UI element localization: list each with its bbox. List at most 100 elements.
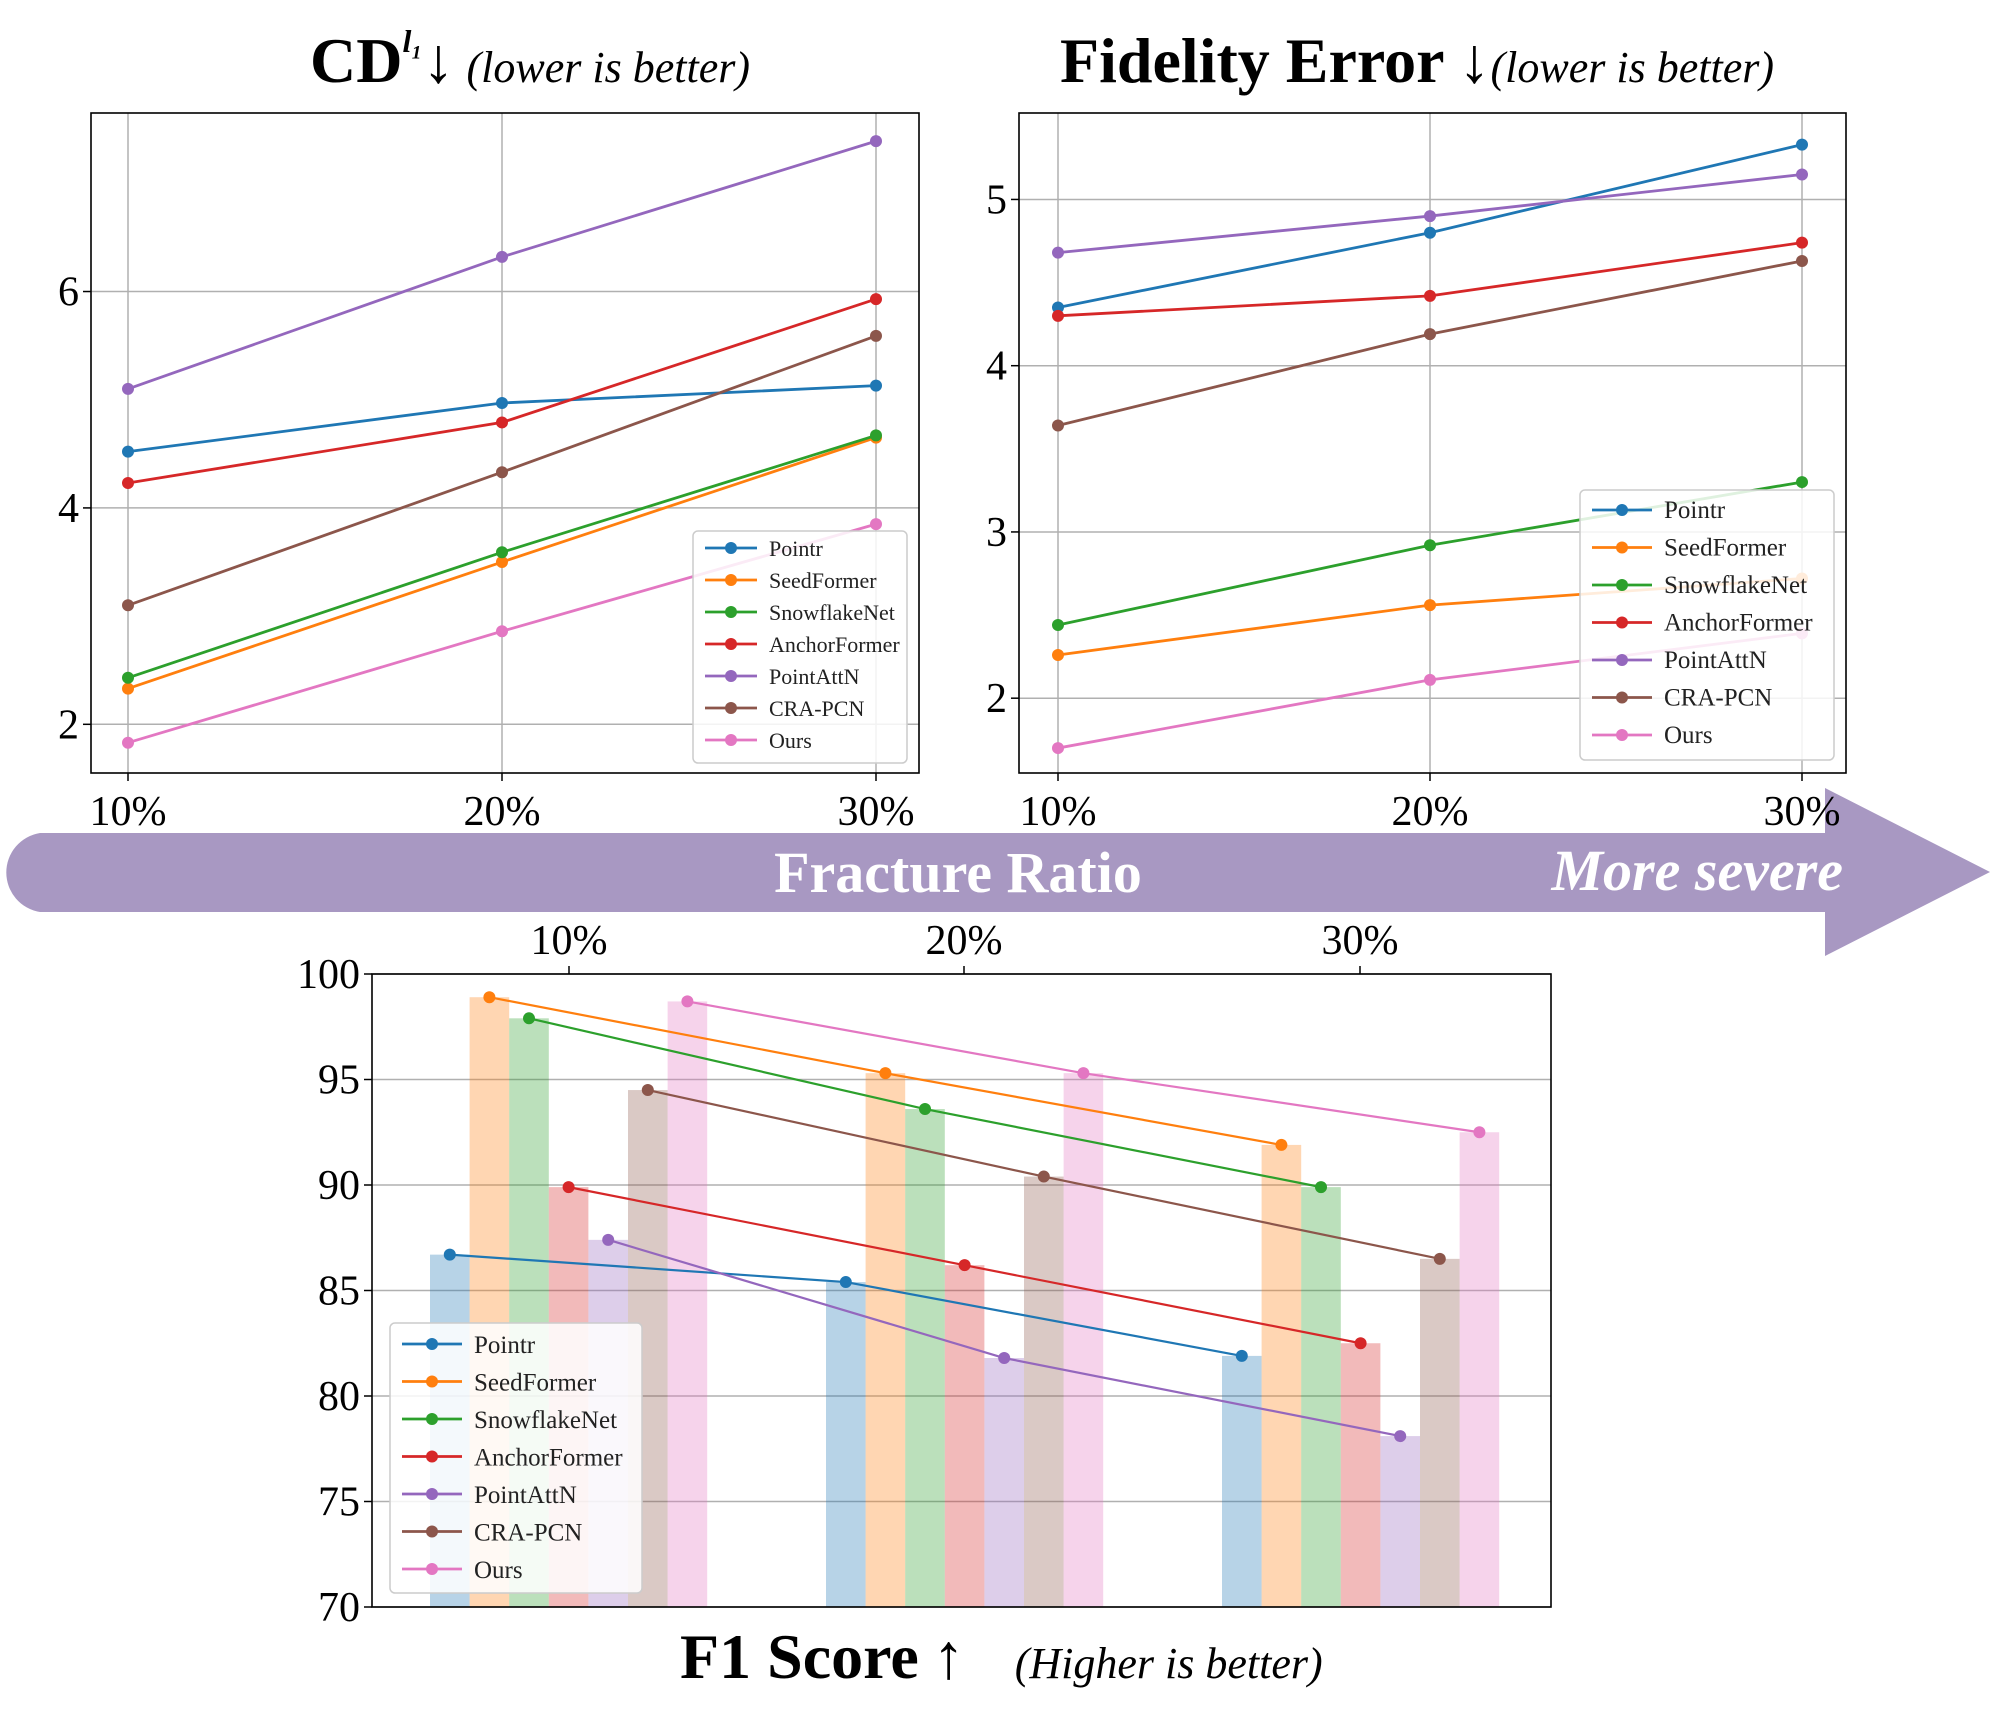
x-tick-label: 20% [1392, 789, 1469, 835]
arrow-label: Fracture Ratio [774, 840, 1142, 905]
legend-label-pointr: Pointr [1664, 497, 1726, 524]
legend-label-pointr: Pointr [474, 1332, 536, 1359]
y-tick-label: 80 [318, 1374, 360, 1420]
x-tick-label: 30% [1764, 789, 1841, 835]
data-point-cra-pcn [641, 1084, 654, 1097]
data-point-anchorformer [958, 1259, 971, 1272]
y-tick-label: 90 [318, 1163, 360, 1209]
legend-marker [725, 734, 737, 746]
data-point-pointr [443, 1248, 456, 1261]
y-tick-label: 2 [986, 676, 1007, 722]
legend-marker [1616, 654, 1628, 666]
x-tick-label: 10% [90, 789, 167, 835]
data-point-cra-pcn [1037, 1170, 1050, 1183]
legend-marker [1616, 504, 1628, 516]
legend-marker [725, 702, 737, 714]
data-point-seedformer [879, 1067, 892, 1080]
data-point-pointr [1235, 1349, 1248, 1362]
legend-marker [426, 1338, 438, 1350]
bar-pointattn [984, 1358, 1024, 1607]
x-tick-label: 30% [838, 789, 915, 835]
data-point-anchorformer [1052, 309, 1064, 322]
arrow-severity-label: More severe [1550, 838, 1843, 903]
data-point-pointattn [1796, 168, 1808, 181]
data-point-pointattn [496, 250, 508, 263]
legend-marker [426, 1525, 438, 1538]
data-point-ours [122, 736, 134, 749]
legend-marker [1616, 616, 1628, 629]
x-tick-label: 10% [531, 918, 608, 964]
data-point-snowflakenet [870, 429, 882, 442]
fidelity-title: Fidelity Error ↓(lower is better) [1060, 25, 1774, 96]
data-point-pointr [122, 445, 134, 458]
legend-marker [426, 1413, 438, 1425]
bar-seedformer [1261, 1144, 1302, 1607]
data-point-pointr [870, 379, 882, 392]
legend-label-pointr: Pointr [769, 536, 823, 561]
plot-frame [1018, 112, 1847, 774]
bar-snowflakenet [905, 1109, 945, 1607]
legend-label-anchorformer: AnchorFormer [769, 632, 900, 657]
legend-marker [1616, 541, 1628, 554]
data-point-pointattn [1052, 246, 1064, 259]
bar-anchorformer [1340, 1343, 1381, 1607]
data-point-ours [1052, 742, 1064, 755]
data-point-anchorformer [870, 293, 882, 306]
x-tick-label: 10% [1020, 789, 1097, 835]
data-point-pointattn [998, 1352, 1011, 1365]
data-point-cra-pcn [1424, 328, 1436, 341]
data-point-cra-pcn [1433, 1252, 1446, 1265]
legend-marker [725, 606, 737, 618]
data-point-ours [681, 995, 694, 1008]
legend-marker [725, 670, 737, 682]
y-tick-label: 2 [58, 702, 79, 748]
data-point-cra-pcn [870, 329, 882, 342]
data-point-pointattn [122, 382, 134, 395]
arrow-shape [6, 788, 1991, 956]
data-point-snowflakenet [122, 671, 134, 684]
legend-label-ours: Ours [474, 1557, 523, 1584]
legend-label-seedformer: SeedFormer [474, 1370, 597, 1397]
x-tick-label: 20% [464, 789, 541, 835]
legend-label-cra-pcn: CRA-PCN [474, 1520, 582, 1547]
data-point-ours [1077, 1067, 1090, 1080]
data-point-snowflakenet [1424, 539, 1436, 552]
data-point-seedformer [496, 556, 508, 569]
legend-marker [725, 638, 737, 650]
data-point-cra-pcn [1052, 419, 1064, 432]
legend-box [1579, 489, 1835, 761]
legend-label-snowflakenet: SnowflakeNet [1664, 572, 1807, 599]
bar-anchorformer [944, 1265, 985, 1607]
legend-box [389, 1322, 643, 1594]
data-point-seedformer [1275, 1138, 1288, 1151]
fracture-ratio-arrow: Fracture Ratio More severe [6, 788, 1991, 956]
f1-bar-chart: F1 Score ↑ (Higher is better) 70 75 80 85 90 95… [297, 918, 1552, 1692]
legend: Pointr SeedFormer SnowflakeNet AnchorFormer… [389, 1322, 643, 1594]
data-point-snowflakenet [1796, 476, 1808, 489]
legend-label-seedformer: SeedFormer [769, 568, 877, 593]
bar-ours [1063, 1073, 1104, 1607]
legend-label-ours: Ours [1664, 722, 1713, 749]
data-point-pointattn [1394, 1430, 1407, 1443]
legend-marker [1616, 729, 1628, 741]
plot-frame [90, 112, 920, 774]
data-point-cra-pcn [122, 599, 134, 612]
legend-marker [426, 1563, 438, 1575]
data-point-anchorformer [496, 416, 508, 429]
data-point-seedformer [1052, 648, 1064, 661]
legend-label-anchorformer: AnchorFormer [474, 1445, 623, 1472]
data-point-anchorformer [562, 1181, 575, 1194]
data-point-pointr [1424, 226, 1436, 239]
bar-cra-pcn [1024, 1176, 1064, 1607]
y-tick-label: 4 [58, 486, 79, 532]
fidelity-line-chart: Fidelity Error ↓(lower is better) 2 3 4 5 10%… [986, 25, 1847, 835]
legend-marker [426, 1488, 438, 1500]
y-tick-label: 4 [986, 344, 1007, 390]
data-point-snowflakenet [523, 1012, 535, 1025]
legend: Pointr SeedFormer SnowflakeNet AnchorFormer… [1579, 489, 1835, 761]
data-point-pointr [1052, 301, 1064, 314]
data-point-snowflakenet [1052, 619, 1064, 632]
legend-label-cra-pcn: CRA-PCN [1664, 685, 1772, 712]
legend-marker [725, 574, 737, 586]
bar-ours [667, 1001, 708, 1607]
